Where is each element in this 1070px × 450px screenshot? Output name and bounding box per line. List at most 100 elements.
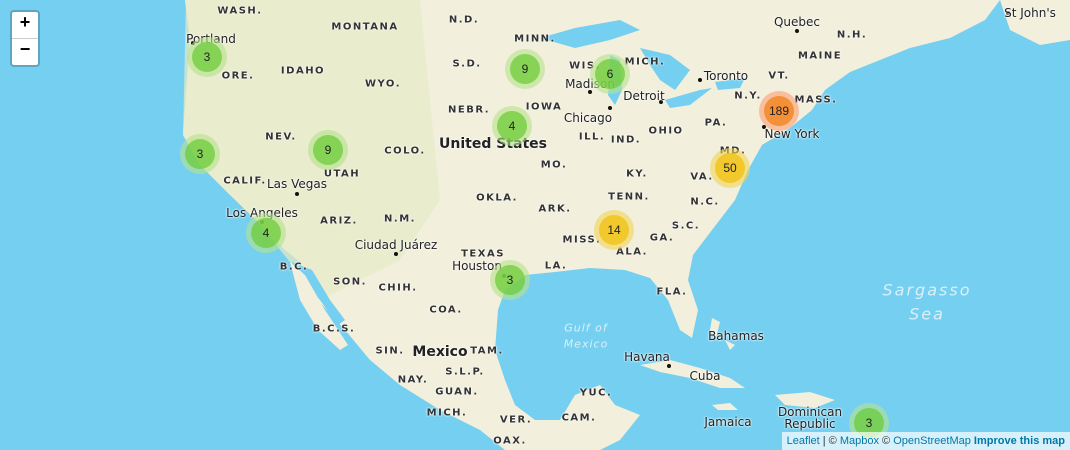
marker-cluster[interactable]: 6 — [590, 54, 630, 94]
leaflet-link[interactable]: Leaflet — [786, 435, 820, 447]
city-dot-icon — [588, 90, 592, 94]
country-label: Mexico — [412, 344, 468, 360]
city-dot-icon — [295, 192, 299, 196]
city-label: Bahamas — [708, 329, 764, 343]
sea-label: Sargasso — [882, 280, 972, 300]
marker-cluster[interactable]: 3 — [490, 260, 530, 300]
cluster-count: 6 — [595, 59, 625, 89]
cluster-count: 9 — [510, 54, 540, 84]
state-label: SIN. — [375, 345, 405, 357]
lake-ontario — [715, 78, 745, 90]
cluster-count: 4 — [251, 218, 281, 248]
state-label: FLA. — [656, 286, 688, 298]
marker-cluster[interactable]: 9 — [308, 130, 348, 170]
cluster-count: 9 — [313, 135, 343, 165]
city-dot-icon — [659, 100, 663, 104]
city-label: Houston — [452, 259, 502, 273]
city-dot-icon — [762, 125, 766, 129]
state-label: UTAH — [323, 168, 361, 180]
city-label: Chicago — [563, 111, 613, 125]
city-label: Detroit — [623, 89, 665, 103]
state-label: S.D. — [452, 58, 482, 70]
baja-peninsula — [290, 262, 348, 350]
city-label: Havana — [624, 350, 670, 364]
marker-cluster[interactable]: 3 — [187, 37, 227, 77]
state-label: CHIH. — [378, 282, 418, 294]
state-label: ILL. — [578, 131, 606, 143]
zoom-in-button[interactable]: + — [12, 12, 38, 39]
attribution: Leaflet | © Mapbox © OpenStreetMap Impro… — [781, 432, 1070, 450]
marker-cluster[interactable]: 4 — [492, 106, 532, 146]
state-label: COA. — [429, 304, 463, 316]
city-dot-icon — [394, 252, 398, 256]
state-label: OKLA. — [476, 192, 518, 204]
state-label: NEBR. — [447, 104, 491, 116]
city-label: Republic — [784, 417, 836, 431]
lake-erie — [665, 88, 712, 108]
cluster-count: 3 — [192, 42, 222, 72]
state-label: OHIO — [648, 125, 684, 137]
state-label: LA. — [544, 260, 568, 272]
marker-cluster[interactable]: 4 — [246, 213, 286, 253]
state-label: CALIF. — [223, 175, 267, 187]
state-label: MISS. — [562, 234, 602, 246]
mapbox-link[interactable]: Mapbox — [839, 435, 879, 447]
state-label: COLO. — [384, 145, 426, 157]
cluster-count: 3 — [185, 139, 215, 169]
state-label: WYO. — [365, 78, 401, 90]
city-label: Toronto — [703, 69, 749, 83]
state-label: N.Y. — [734, 90, 762, 102]
state-label: N.D. — [448, 14, 480, 26]
jamaica-island — [712, 403, 738, 410]
city-dot-icon — [608, 106, 612, 110]
state-label: S.C. — [671, 220, 701, 232]
marker-cluster[interactable]: 14 — [594, 210, 634, 250]
city-dot-icon — [1006, 11, 1010, 15]
state-label: WIS. — [569, 60, 601, 72]
zoom-control: + − — [10, 10, 40, 67]
state-label: MO. — [540, 159, 568, 171]
state-label: MAINE — [797, 50, 843, 62]
state-label: MASS. — [794, 94, 838, 106]
city-label: Cuba — [689, 369, 721, 383]
osm-link[interactable]: OpenStreetMap — [893, 435, 971, 447]
state-label: N.M. — [384, 213, 416, 225]
state-label: MICH. — [624, 56, 666, 68]
city-dot-icon — [795, 29, 799, 33]
cluster-count: 4 — [497, 111, 527, 141]
zoom-out-button[interactable]: − — [19, 39, 31, 59]
city-label: Dominican — [777, 405, 843, 419]
state-label: TEXAS — [461, 248, 505, 260]
marker-cluster[interactable]: 9 — [505, 49, 545, 89]
newfoundland — [1000, 0, 1070, 45]
state-label: VA. — [690, 171, 714, 183]
cluster-count: 50 — [715, 153, 745, 183]
state-label: N.H. — [836, 29, 868, 41]
state-label: KY. — [626, 168, 648, 180]
state-label: IDAHO — [280, 65, 326, 77]
marker-cluster[interactable]: 50 — [710, 148, 750, 188]
state-label: YUC. — [579, 387, 613, 399]
improve-map-link[interactable]: Improve this map — [973, 435, 1065, 447]
cluster-count: 3 — [495, 265, 525, 295]
state-label: N.C. — [690, 196, 720, 208]
city-dot-icon — [698, 78, 702, 82]
marker-cluster[interactable]: 3 — [180, 134, 220, 174]
state-label: NAY. — [397, 374, 429, 386]
state-label: PA. — [704, 117, 728, 129]
state-label: VER. — [499, 414, 533, 426]
state-label: ORE. — [221, 70, 255, 82]
state-label: GA. — [649, 232, 675, 244]
state-label: S.L.P. — [445, 366, 485, 378]
state-label: ARIZ. — [320, 215, 358, 227]
city-label: St John's — [1004, 6, 1056, 20]
city-label: Jamaica — [704, 415, 752, 429]
state-label: B.C. — [279, 261, 309, 273]
marker-cluster[interactable]: 189 — [759, 91, 799, 131]
state-label: MONTANA — [331, 21, 399, 33]
state-label: B.C.S. — [312, 323, 356, 335]
city-label: Ciudad Juárez — [354, 238, 438, 252]
state-label: ALA. — [616, 246, 648, 258]
country-label: United States — [439, 136, 547, 152]
cluster-count: 14 — [599, 215, 629, 245]
